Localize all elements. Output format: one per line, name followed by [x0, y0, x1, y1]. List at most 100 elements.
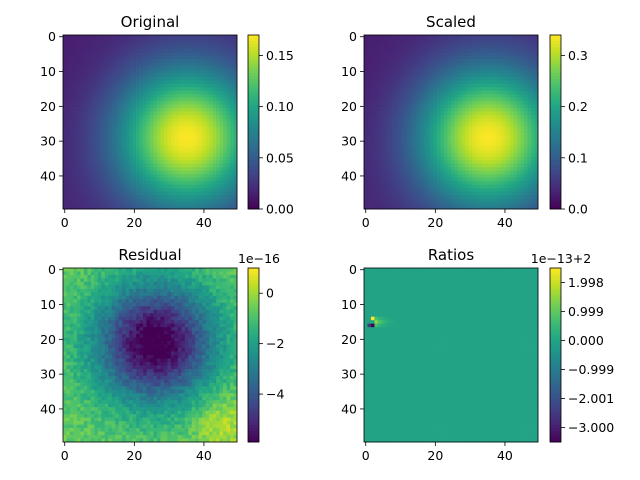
heatmap-cell	[118, 115, 123, 119]
heatmap-cell	[108, 83, 113, 88]
heatmap-cell	[226, 80, 231, 85]
heatmap-cell	[136, 83, 140, 88]
heatmap-cell	[398, 163, 403, 168]
heatmap-cell	[202, 38, 207, 43]
heatmap-cell	[97, 174, 102, 179]
heatmap-cell	[108, 101, 113, 105]
heatmap-cell	[170, 156, 175, 161]
heatmap-cell	[170, 205, 175, 210]
heatmap-cell	[475, 167, 480, 172]
heatmap-cell	[423, 35, 427, 39]
heatmap-cell	[90, 69, 95, 74]
heatmap-cell	[111, 142, 116, 147]
heatmap-cell	[129, 132, 133, 137]
heatmap-cell	[115, 59, 120, 64]
heatmap-cell	[405, 198, 410, 203]
heatmap-cell	[451, 156, 455, 161]
heatmap-cell	[496, 94, 501, 98]
heatmap-cell	[517, 111, 521, 116]
heatmap-cell	[461, 122, 466, 126]
heatmap-cell	[395, 101, 400, 105]
heatmap-cell	[464, 66, 469, 71]
heatmap-cell	[174, 101, 179, 105]
heatmap-cell	[63, 202, 67, 206]
heatmap-cell	[223, 132, 227, 137]
colorbar-segment	[248, 139, 259, 143]
heatmap-cell	[156, 69, 161, 74]
heatmap-cell	[73, 205, 78, 210]
heatmap-cell	[66, 80, 71, 85]
colorbar-segment	[248, 133, 259, 137]
heatmap-cell	[163, 198, 168, 203]
heatmap-cell	[188, 55, 193, 60]
heatmap-cell	[520, 167, 525, 172]
heatmap-cell	[510, 139, 514, 144]
heatmap-cell	[177, 94, 182, 98]
heatmap-cell	[377, 41, 382, 46]
heatmap-cell	[66, 156, 71, 161]
heatmap-cell	[69, 41, 74, 46]
heatmap-cell	[461, 83, 466, 88]
heatmap-cell	[160, 163, 165, 168]
heatmap-cell	[226, 69, 231, 74]
heatmap-cell	[163, 188, 168, 192]
heatmap-cell	[188, 97, 193, 102]
heatmap-cell	[125, 94, 130, 98]
heatmap-cell	[226, 87, 231, 92]
heatmap-cell	[440, 104, 445, 109]
heatmap-cell	[104, 52, 109, 57]
heatmap-cell	[485, 69, 490, 74]
heatmap-cell	[520, 73, 525, 78]
heatmap-cell	[451, 118, 455, 123]
heatmap-cell	[184, 198, 189, 203]
heatmap-cell	[478, 97, 483, 102]
heatmap-cell	[485, 55, 490, 60]
heatmap-cell	[188, 48, 193, 53]
heatmap-cell	[433, 170, 438, 175]
heatmap-cell	[115, 205, 120, 210]
heatmap-cell	[398, 76, 403, 81]
heatmap-cell	[156, 59, 161, 64]
heatmap-cell	[202, 142, 207, 147]
heatmap-cell	[191, 125, 196, 130]
heatmap-cell	[398, 104, 403, 109]
heatmap-cell	[367, 135, 372, 140]
heatmap-cell	[506, 59, 511, 64]
heatmap-cell	[475, 97, 480, 102]
heatmap-cell	[433, 167, 438, 172]
heatmap-cell	[517, 181, 521, 185]
heatmap-cell	[440, 156, 445, 161]
heatmap-cell	[395, 132, 400, 137]
heatmap-cell	[156, 41, 161, 46]
heatmap-cell	[111, 73, 116, 78]
heatmap-cell	[367, 66, 372, 71]
heatmap-cell	[433, 174, 438, 179]
heatmap-cell	[377, 132, 382, 137]
heatmap-cell	[223, 45, 227, 50]
heatmap-cell	[198, 135, 203, 140]
heatmap-cell	[174, 188, 179, 192]
heatmap-cell	[527, 90, 532, 95]
heatmap-cell	[471, 87, 476, 92]
heatmap-cell	[492, 66, 497, 71]
heatmap-cell	[531, 181, 535, 185]
heatmap-cell	[482, 111, 487, 116]
heatmap-cell	[209, 135, 213, 140]
heatmap-cell	[506, 139, 511, 144]
heatmap-cell	[402, 160, 407, 165]
heatmap-cell	[503, 160, 508, 165]
heatmap-cell	[503, 111, 508, 116]
heatmap-cell	[153, 52, 158, 57]
heatmap-cell	[440, 170, 445, 175]
heatmap-cell	[402, 188, 407, 192]
heatmap-cell	[419, 38, 424, 43]
heatmap-cell	[177, 59, 182, 64]
heatmap-cell	[489, 139, 494, 144]
heatmap-cell	[118, 125, 123, 130]
heatmap-cell	[388, 55, 393, 60]
heatmap-cell	[174, 146, 179, 151]
heatmap-cell	[209, 52, 213, 57]
heatmap-cell	[202, 118, 207, 123]
heatmap-cell	[76, 94, 81, 98]
heatmap-cell	[520, 59, 525, 64]
